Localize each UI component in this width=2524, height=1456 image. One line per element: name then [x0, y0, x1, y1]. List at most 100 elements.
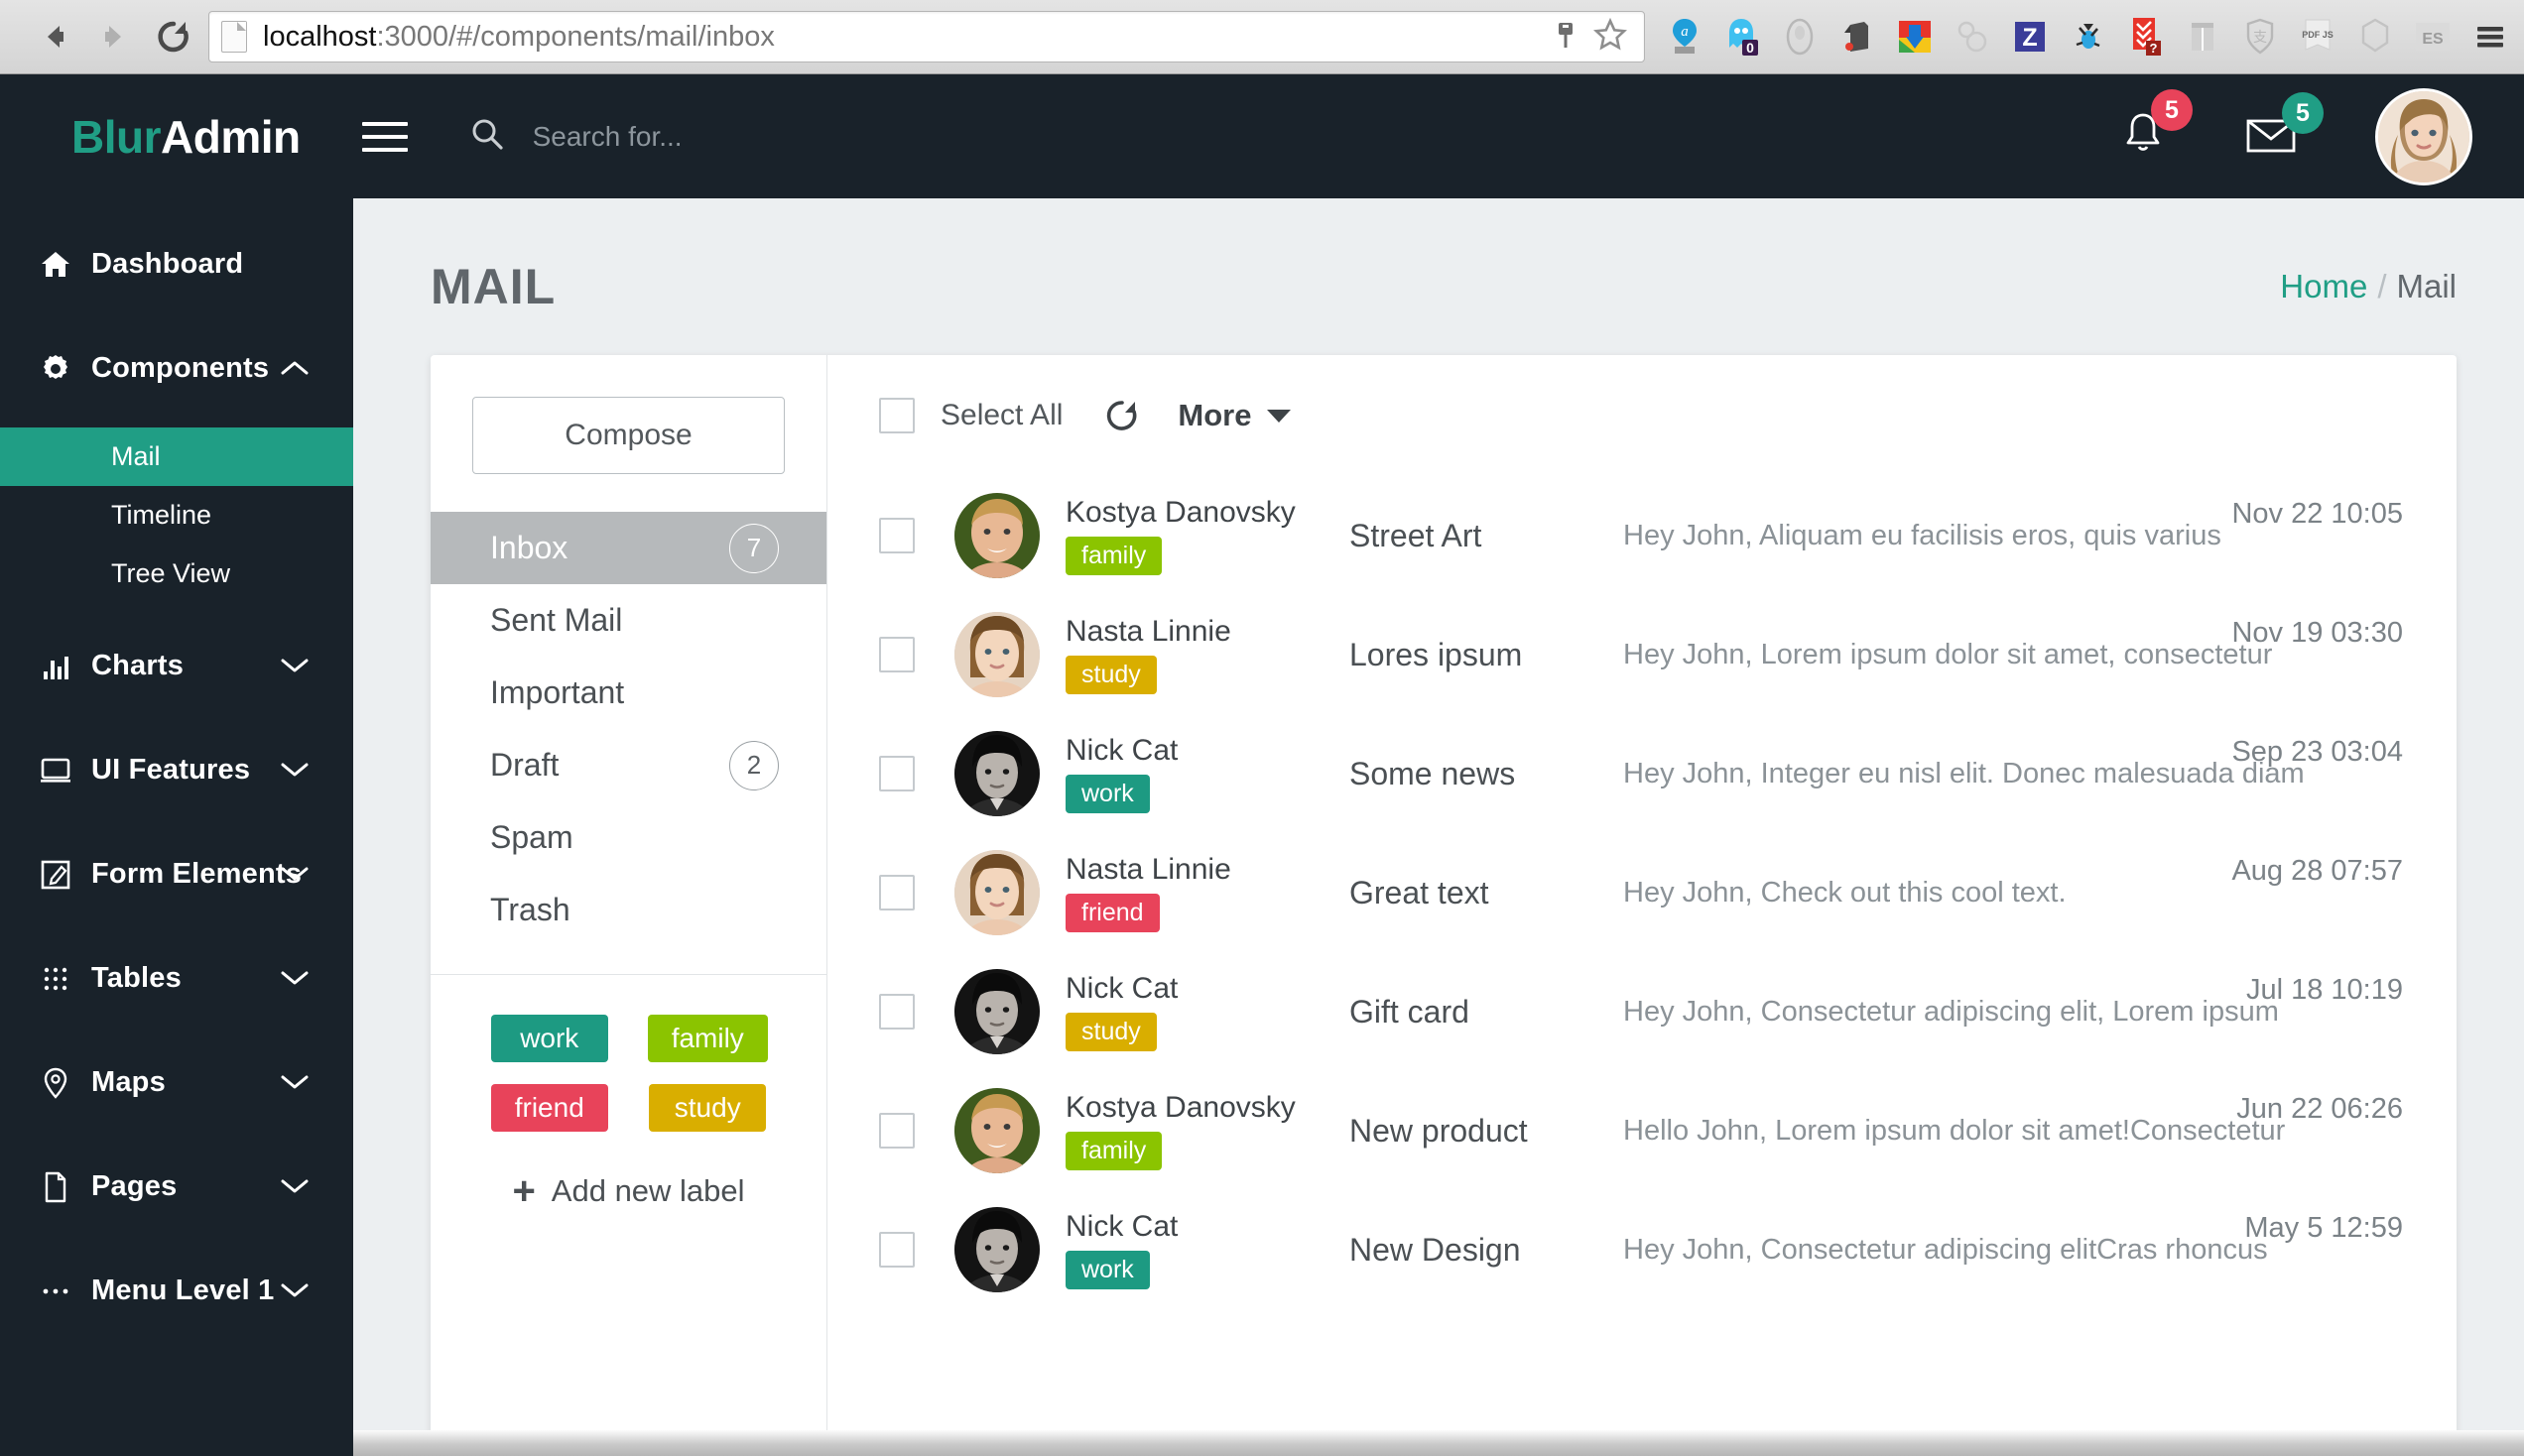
label-tag-friend[interactable]: friend [490, 1084, 608, 1132]
horizontal-scrollbar[interactable] [353, 1430, 2524, 1456]
evernote-icon[interactable] [1837, 16, 1877, 58]
table-row[interactable]: Kostya Danovsky family Street Art Hey Jo… [827, 476, 2457, 595]
main-sidebar[interactable]: Dashboard Components Mail Timeline Tree … [0, 198, 353, 1456]
messages-button[interactable]: 5 [2244, 92, 2324, 161]
table-row[interactable]: Nick Cat study Gift card Hey John, Conse… [827, 952, 2457, 1071]
mail-subject: Lores ipsum [1349, 636, 1523, 672]
notifications-button[interactable]: 5 [2119, 89, 2193, 164]
edit-square-icon [20, 859, 91, 891]
cube-icon[interactable] [2355, 16, 2395, 58]
sidebar-item-menu-level-1[interactable]: Menu Level 1 [0, 1250, 353, 1332]
label-tag-family[interactable]: family [647, 1015, 768, 1062]
hamburger-menu-icon[interactable] [361, 113, 408, 161]
mail-date: Sep 23 03:04 [2231, 736, 2403, 768]
mail-folder-draft[interactable]: Draft 2 [431, 729, 826, 801]
mail-card: Compose Inbox 7 Sent Mail Important Draf… [431, 355, 2457, 1436]
app-root: BlurAdmin 5 5 [0, 74, 2524, 1456]
svg-text:a: a [1681, 24, 1689, 40]
sidebar-item-label: Menu Level 1 [91, 1274, 275, 1306]
breadcrumb-home[interactable]: Home [2280, 268, 2368, 304]
mail-preview: Hey John, Consectetur adipiscing elitCra… [1623, 1233, 2268, 1266]
forward-arrow-icon[interactable] [95, 18, 133, 56]
row-checkbox[interactable] [879, 994, 915, 1030]
es-icon[interactable]: ES [2413, 16, 2453, 58]
chevron-down-icon [280, 962, 310, 995]
user-avatar[interactable] [2375, 87, 2472, 185]
select-all-checkbox[interactable] [879, 398, 915, 433]
bookmark-star-icon[interactable] [1592, 17, 1628, 58]
label-tag-study[interactable]: study [649, 1084, 767, 1132]
sidebar-item-label: Form Elements [91, 858, 303, 890]
sidebar-item-tree-view[interactable]: Tree View [0, 545, 353, 603]
ghostery-icon[interactable]: 0 [1722, 16, 1762, 58]
sidebar-item-tables[interactable]: Tables [0, 937, 353, 1020]
folder-label: Sent Mail [490, 602, 623, 638]
sidebar-item-charts[interactable]: Charts [0, 625, 353, 707]
sender-name: Nick Cat [1066, 972, 1179, 1006]
main-content: MAIL Home / Mail Compose Inbox 7 Sent Mail [353, 198, 2524, 1456]
row-checkbox[interactable] [879, 756, 915, 791]
sidebar-item-form-elements[interactable]: Form Elements [0, 833, 353, 915]
add-new-label-text: Add new label [551, 1173, 745, 1208]
sidebar-item-mail[interactable]: Mail [0, 427, 353, 486]
mail-folder-trash[interactable]: Trash [431, 874, 826, 946]
table-row[interactable]: Nasta Linnie friend Great text Hey John,… [827, 833, 2457, 952]
url-bar[interactable]: localhost:3000/#/components/mail/inbox [208, 11, 1645, 62]
row-checkbox[interactable] [879, 1113, 915, 1149]
mail-subject: Great text [1349, 874, 1489, 910]
chrome-menu-icon[interactable] [2470, 16, 2510, 58]
chrome-download-icon[interactable] [1895, 16, 1935, 58]
todoist-icon[interactable]: ? [2125, 16, 2165, 58]
bubbles-icon[interactable] [1953, 16, 1992, 58]
pdfjs-icon[interactable]: PDF JS [2298, 16, 2337, 58]
sidebar-item-maps[interactable]: Maps [0, 1041, 353, 1124]
bug-icon[interactable] [2068, 16, 2107, 58]
row-tag: study [1066, 1012, 1157, 1051]
add-new-label-button[interactable]: + Add new label [482, 1171, 775, 1211]
sidebar-item-components[interactable]: Components [0, 327, 353, 410]
chevron-down-icon [1267, 409, 1292, 423]
avatar [954, 969, 1040, 1054]
mail-folder-spam[interactable]: Spam [431, 801, 826, 874]
row-checkbox[interactable] [879, 875, 915, 910]
back-arrow-icon[interactable] [36, 18, 73, 56]
mail-folder-inbox[interactable]: Inbox 7 [431, 512, 826, 584]
browser-nav-buttons [14, 18, 208, 56]
columns-icon[interactable] [2183, 16, 2222, 58]
more-dropdown-button[interactable]: More [1178, 398, 1292, 433]
reload-icon[interactable] [155, 18, 192, 56]
label-tag-work[interactable]: work [490, 1015, 608, 1062]
row-checkbox[interactable] [879, 1232, 915, 1268]
sidebar-item-pages[interactable]: Pages [0, 1146, 353, 1228]
zotero-icon[interactable]: Z [2010, 16, 2050, 58]
amazon-assistant-icon[interactable]: a [1665, 16, 1704, 58]
table-row[interactable]: Kostya Danovsky family New product Hello… [827, 1071, 2457, 1190]
avatar [954, 731, 1040, 816]
sidebar-item-ui-features[interactable]: UI Features [0, 729, 353, 811]
sender-name: Kostya Danovsky [1066, 496, 1296, 530]
mail-preview: Hello John, Lorem ipsum dolor sit amet!C… [1623, 1114, 2286, 1147]
refresh-icon[interactable] [1102, 396, 1142, 435]
svg-text:Z: Z [2022, 24, 2037, 52]
table-row[interactable]: Nick Cat work Some news Hey John, Intege… [827, 714, 2457, 833]
mail-preview: Hey John, Aliquam eu facilisis eros, qui… [1623, 519, 2221, 551]
search-input[interactable] [532, 120, 949, 153]
mail-folder-sent-mail[interactable]: Sent Mail [431, 584, 826, 657]
shield-icon[interactable]: 支 [2240, 16, 2280, 58]
sidebar-item-dashboard[interactable]: Dashboard [0, 223, 353, 305]
key-icon[interactable] [1549, 18, 1582, 57]
notifications-badge: 5 [2151, 89, 2193, 131]
table-row[interactable]: Nick Cat work New Design Hey John, Conse… [827, 1190, 2457, 1309]
lastpass-icon[interactable] [1780, 16, 1820, 58]
row-checkbox[interactable] [879, 637, 915, 672]
sidebar-item-timeline[interactable]: Timeline [0, 486, 353, 545]
mail-labels-section: work family friend study + Add new label [431, 975, 826, 1211]
compose-button[interactable]: Compose [472, 397, 785, 474]
app-logo[interactable]: BlurAdmin [71, 110, 301, 164]
row-tag: work [1066, 1250, 1150, 1289]
mail-folder-important[interactable]: Important [431, 657, 826, 729]
row-checkbox[interactable] [879, 518, 915, 553]
table-row[interactable]: Nasta Linnie study Lores ipsum Hey John,… [827, 595, 2457, 714]
search-icon[interactable] [469, 116, 505, 157]
home-icon [20, 248, 91, 282]
